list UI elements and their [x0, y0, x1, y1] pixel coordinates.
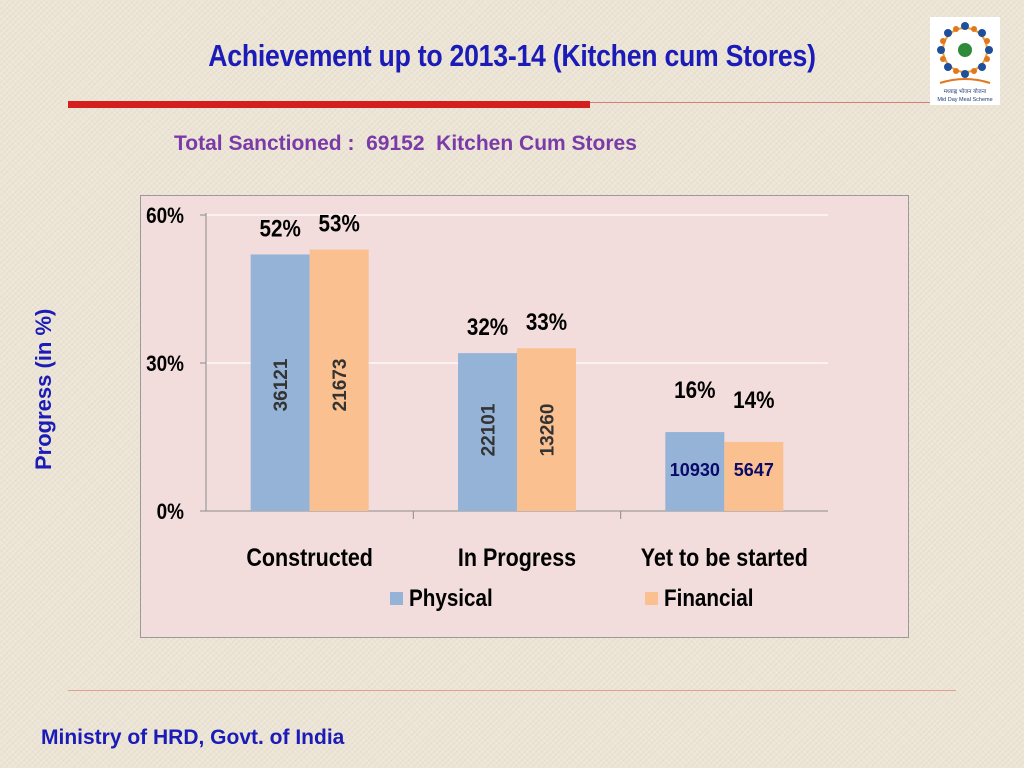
legend-label-financial: Financial: [664, 585, 753, 612]
mid-day-meal-logo: मध्याह्न भोजन योजना Mid Day Meal Scheme: [930, 17, 1000, 105]
count-label: 5647: [734, 460, 774, 480]
legend-label-physical: Physical: [409, 585, 493, 612]
footer-rule: [68, 690, 956, 691]
x-tick-label: Yet to be started: [641, 543, 808, 571]
title-accent-rule: [68, 101, 590, 108]
legend-swatch-financial: [645, 592, 658, 605]
data-label: 33%: [526, 309, 567, 336]
count-label: 36121: [271, 358, 292, 411]
logo-english-text: Mid Day Meal Scheme: [937, 97, 992, 103]
slide-title: Achievement up to 2013-14 (Kitchen cum S…: [208, 38, 816, 73]
x-tick-label: Constructed: [246, 543, 373, 571]
y-tick-label: 60%: [146, 204, 184, 229]
data-label: 32%: [467, 314, 508, 341]
data-label: 14%: [733, 386, 774, 413]
progress-bar-chart: 0% 30% 60% Constructed In Progress Yet to be …: [140, 195, 909, 638]
count-label-bg: [727, 456, 781, 481]
count-label: 21673: [330, 359, 351, 412]
bar-financial: [309, 249, 369, 511]
count-label: 22101: [479, 403, 500, 456]
logo-ring-icon: [937, 22, 993, 84]
logo-hindi-text: मध्याह्न भोजन योजना: [944, 88, 987, 95]
chart-container: 0% 30% 60% Constructed In Progress Yet to be …: [140, 195, 909, 638]
count-label-bg: [668, 456, 722, 481]
legend-swatch-physical: [390, 592, 403, 605]
count-label: 13260: [538, 404, 559, 457]
y-tick-label: 30%: [146, 352, 184, 377]
data-label: 53%: [319, 210, 360, 237]
count-label: 10930: [670, 460, 720, 480]
total-sanctioned-subtitle: Total Sanctioned : 69152 Kitchen Cum Sto…: [174, 132, 637, 155]
title-thin-rule: [590, 102, 930, 103]
progress-axis-label: Progress (in %): [31, 308, 56, 470]
bar-physical: [250, 254, 310, 511]
data-label: 52%: [260, 215, 301, 242]
bar-financial: [517, 348, 576, 511]
y-tick-label: 0%: [157, 500, 184, 525]
x-tick-label: In Progress: [458, 543, 576, 571]
footer-text: Ministry of HRD, Govt. of India: [41, 726, 345, 749]
bar-physical: [458, 353, 517, 511]
data-label: 16%: [674, 377, 715, 404]
